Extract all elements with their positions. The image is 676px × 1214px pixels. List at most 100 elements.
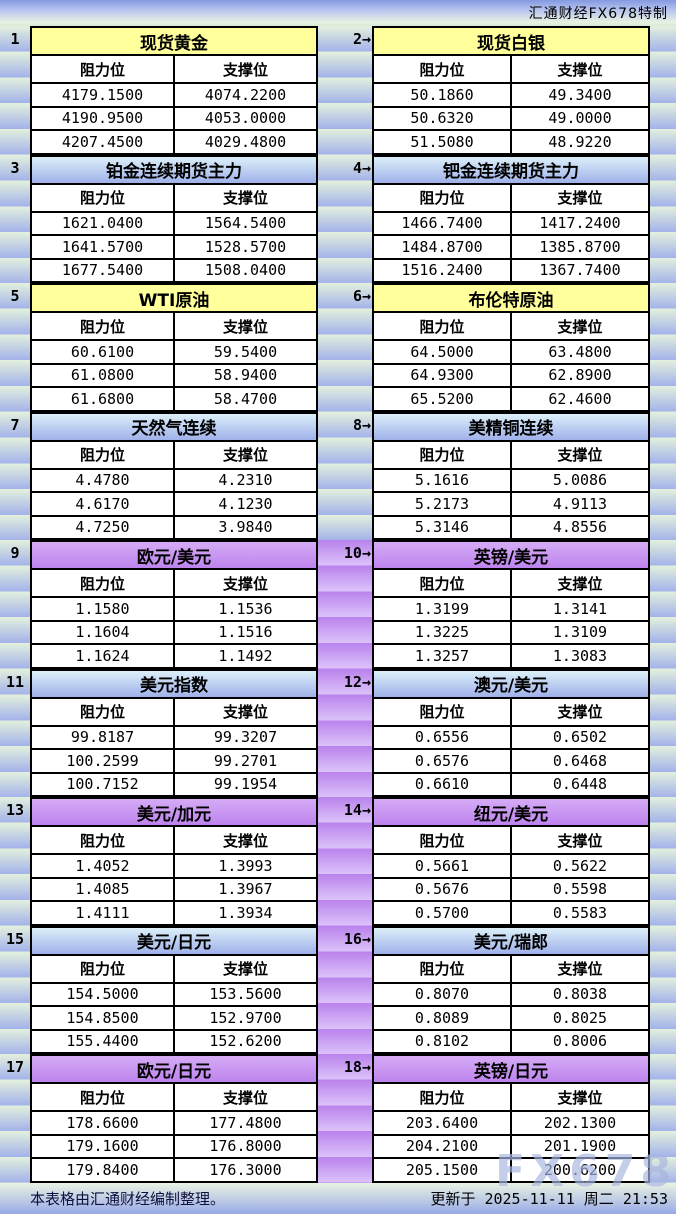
resistance-value: 100.7152 [66, 775, 139, 794]
resistance-value: 50.1860 [410, 85, 474, 104]
support-value: 49.0000 [510, 107, 648, 129]
instrument-panel: 欧元/日元 阻力位 支撑位 178.6600 177.4800 179.1600 176.8… [30, 1054, 318, 1183]
value-row: 4.4780 4.2310 [32, 469, 316, 493]
resistance-value: 5.1616 [414, 471, 470, 490]
support-value: 4029.4800 [173, 131, 316, 153]
support-value: 4074.2200 [173, 84, 316, 106]
resistance-value: 1.1604 [75, 623, 130, 642]
resistance-value: 1621.0400 [61, 214, 144, 233]
value-row: 4190.9500 4053.0000 [32, 107, 316, 131]
resistance-value: 0.6556 [414, 728, 470, 747]
support-value: 152.9700 [173, 1007, 316, 1029]
support-value: 99.1954 [173, 773, 316, 795]
right-gutter [650, 668, 676, 797]
support-value: 202.1300 [510, 1112, 648, 1134]
value-row: 5.3146 4.8556 [374, 516, 648, 538]
panel-index-label: 1 [10, 30, 20, 48]
value-row: 0.8070 0.8038 [374, 983, 648, 1007]
center-gutter: 18→ [318, 1054, 372, 1183]
right-gutter [650, 540, 676, 669]
panel-title: WTI原油 [32, 285, 316, 313]
support-value: 0.8038 [510, 983, 648, 1005]
resistance-value: 0.8089 [414, 1008, 470, 1027]
support-header: 支撑位 [510, 56, 648, 82]
resistance-value: 4207.4500 [61, 132, 144, 151]
support-header: 支撑位 [510, 313, 648, 339]
panel-title: 澳元/美元 [374, 670, 648, 699]
value-row: 99.8187 99.3207 [32, 726, 316, 750]
center-gutter: 16→ [318, 925, 372, 1054]
support-header: 支撑位 [510, 955, 648, 982]
resistance-value: 204.2100 [405, 1137, 479, 1156]
center-gutter: 14→ [318, 797, 372, 926]
right-gutter [650, 797, 676, 926]
resistance-value: 61.0800 [70, 366, 135, 385]
resistance-value: 5.3146 [414, 518, 470, 537]
value-row: 1516.2400 1367.7400 [374, 259, 648, 281]
resistance-value: 1.3199 [414, 599, 470, 618]
resistance-value: 0.5661 [414, 856, 470, 875]
panel-pair-row: 1 现货黄金 阻力位 支撑位 4179.1500 4074.2200 4190.9500 40… [0, 26, 676, 155]
resistance-header: 阻力位 [79, 574, 125, 593]
value-row: 1.4052 1.3993 [32, 855, 316, 879]
resistance-value: 100.2599 [66, 751, 139, 770]
support-value: 0.6468 [510, 750, 648, 772]
panel-index-label: 5 [10, 287, 20, 305]
value-row: 61.0800 58.9400 [32, 364, 316, 388]
support-value: 1.3141 [510, 598, 648, 620]
resistance-value: 99.8187 [70, 728, 135, 747]
support-header: 支撑位 [173, 1084, 316, 1110]
value-row: 0.6556 0.6502 [374, 726, 648, 750]
instrument-panel: 英镑/日元阻力位 支撑位 203.6400 202.1300 204.2100 201.1… [372, 1054, 650, 1183]
support-value: 1.1516 [173, 621, 316, 643]
support-value: 0.5598 [510, 878, 648, 900]
support-value: 176.3000 [173, 1159, 316, 1181]
panel-index-arrow-label: 12→ [343, 672, 371, 691]
resistance-header: 阻力位 [79, 960, 125, 978]
support-header: 支撑位 [510, 184, 648, 211]
panel-pair-row: 15 美元/日元 阻力位 支撑位 154.5000 153.5600 154.8500 152… [0, 925, 676, 1054]
support-value: 0.5583 [510, 902, 648, 924]
panel-title: 英镑/日元 [374, 1056, 648, 1084]
resistance-value: 1.4052 [75, 856, 130, 875]
resistance-value: 1.4111 [75, 903, 130, 922]
instrument-panel: 布伦特原油 阻力位 支撑位 64.5000 63.4800 64.9300 62.8900 6… [372, 283, 650, 412]
value-row: 1.1624 1.1492 [32, 645, 316, 667]
column-header-row: 阻力位 支撑位 [32, 955, 316, 984]
resistance-value: 64.5000 [410, 342, 474, 361]
support-value: 4.8556 [510, 516, 648, 538]
center-gutter: 12→ [318, 668, 372, 797]
panel-pair-row: 17 欧元/日元 阻力位 支撑位 178.6600 177.4800 179.1600 176… [0, 1054, 676, 1183]
resistance-header: 阻力位 [419, 574, 465, 593]
value-row: 1.1604 1.1516 [32, 621, 316, 645]
panel-pair-row: 9 欧元/美元 阻力位 支撑位 1.1580 1.1536 1.1604 1.1516 1.16… [0, 540, 676, 669]
right-gutter [650, 283, 676, 412]
resistance-value: 0.6576 [414, 751, 470, 770]
panel-index-arrow-label: 10→ [343, 544, 371, 562]
resistance-header: 阻力位 [79, 1088, 125, 1107]
value-row: 0.5661 0.5622 [374, 855, 648, 879]
quotes-board: 1 现货黄金 阻力位 支撑位 4179.1500 4074.2200 4190.9500 40… [0, 26, 676, 1183]
support-value: 177.4800 [173, 1112, 316, 1134]
resistance-value: 203.6400 [405, 1113, 479, 1132]
resistance-header: 阻力位 [419, 317, 465, 336]
support-value: 1.3993 [173, 855, 316, 877]
resistance-value: 5.2173 [414, 494, 470, 513]
panel-title: 美精铜连续 [374, 413, 648, 442]
resistance-value: 179.1600 [66, 1137, 139, 1156]
instrument-panel: 美元/加元 阻力位 支撑位 1.4052 1.3993 1.4085 1.3967 1.411… [30, 797, 318, 926]
support-header: 支撑位 [510, 1084, 648, 1110]
resistance-value: 1484.8700 [401, 237, 483, 256]
value-row: 1621.0400 1564.5400 [32, 212, 316, 236]
panel-index-label: 11 [5, 672, 25, 691]
panel-index-label: 7 [10, 415, 20, 434]
resistance-header: 阻力位 [79, 831, 125, 850]
support-header: 支撑位 [173, 827, 316, 853]
value-row: 204.2100 201.1900 [374, 1135, 648, 1159]
panel-title: 美元/瑞郎 [374, 927, 648, 956]
resistance-value: 179.8400 [66, 1160, 139, 1179]
panel-pair-row: 11 美元指数 阻力位 支撑位 99.8187 99.3207 100.2599 99.270… [0, 668, 676, 797]
resistance-header: 阻力位 [419, 1088, 465, 1107]
value-row: 65.5200 62.4600 [374, 388, 648, 410]
support-value: 0.6502 [510, 726, 648, 748]
